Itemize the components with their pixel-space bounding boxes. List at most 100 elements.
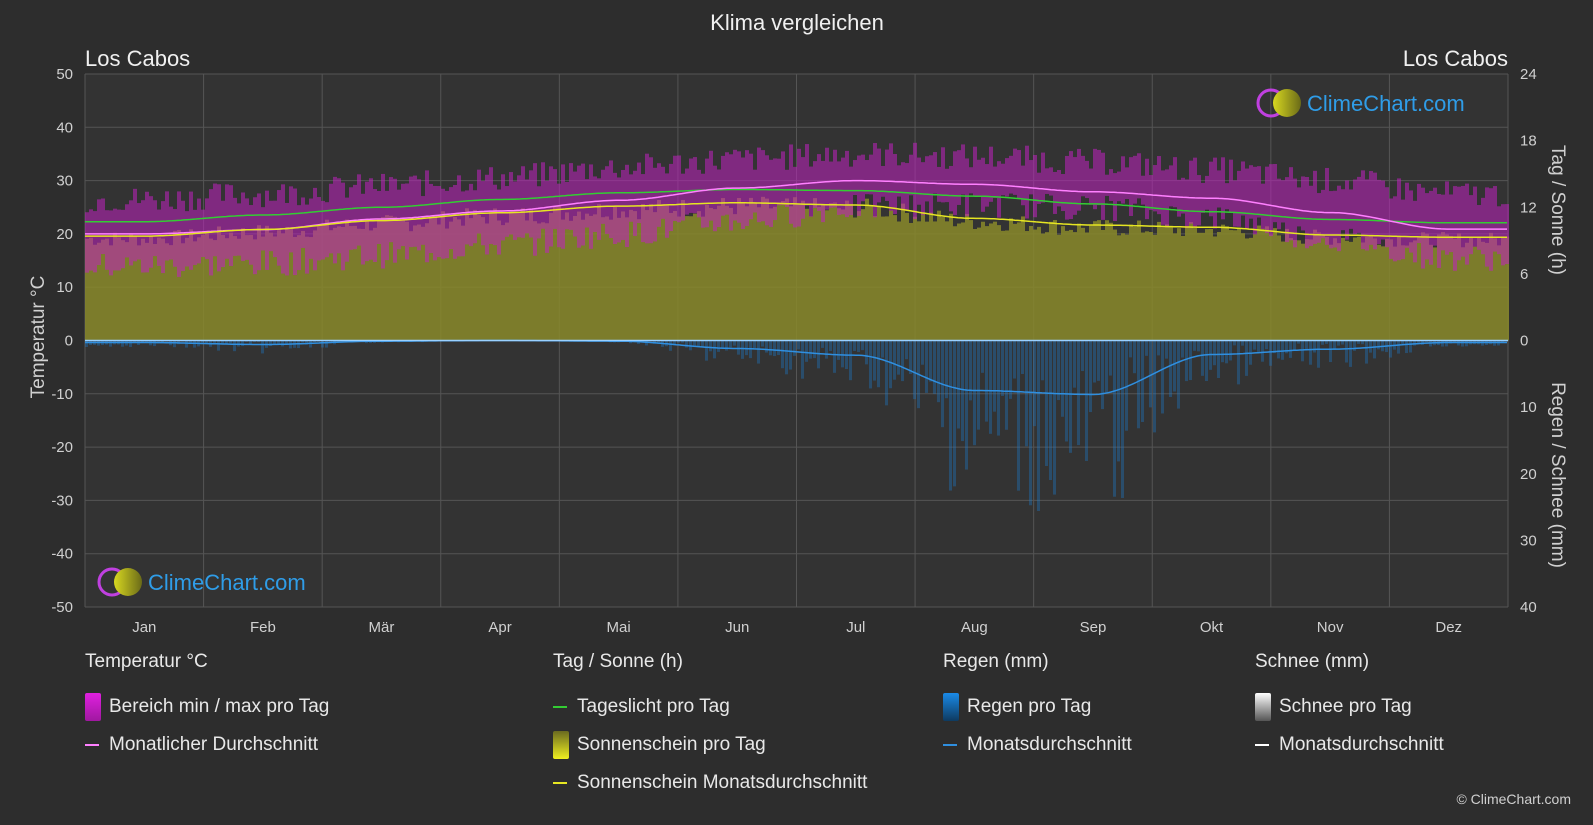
sunshine-day-bar (117, 237, 121, 341)
legend-label: Regen pro Tag (967, 696, 1092, 717)
sunshine-day-bar (1441, 232, 1445, 341)
x-tick-month: Feb (250, 619, 276, 636)
temp-range-day-bar (437, 186, 441, 258)
temp-range-day-bar (737, 151, 741, 223)
rain-day-bar (285, 340, 288, 345)
temp-range-day-bar (297, 205, 301, 271)
sunshine-day-bar (1041, 233, 1045, 341)
temp-range-day-bar (537, 186, 541, 239)
y-tick-right-mm: 20 (1520, 466, 1537, 483)
sunshine-day-bar (781, 201, 785, 341)
rain-day-bar (1069, 340, 1072, 453)
sunshine-day-bar (353, 225, 357, 341)
sunshine-day-bar (489, 210, 493, 341)
sunshine-day-bar (325, 219, 329, 341)
sunshine-day-bar (1225, 226, 1229, 341)
legend-title-snow: Schnee (mm) (1255, 651, 1370, 672)
sunshine-day-bar (953, 226, 957, 341)
rain-day-bar (121, 340, 124, 347)
rain-day-bar (133, 340, 136, 343)
sunshine-day-bar (1305, 239, 1309, 341)
sunshine-day-bar (717, 205, 721, 341)
sunshine-day-bar (1277, 235, 1281, 341)
x-tick-month: Jun (725, 619, 749, 636)
rain-day-bar (1317, 340, 1320, 368)
legend-snow: Schnee (mm) Schnee pro Tag Monatsdurchsc… (1255, 650, 1444, 764)
temp-range-day-bar (221, 200, 225, 268)
sunshine-day-bar (1345, 240, 1349, 341)
temp-range-day-bar (869, 154, 873, 195)
sunshine-day-bar (545, 223, 549, 341)
sunshine-day-bar (441, 211, 445, 341)
sunshine-day-bar (705, 204, 709, 341)
temp-range-day-bar (1165, 169, 1169, 228)
rain-day-bar (697, 340, 700, 348)
temp-range-day-bar (125, 204, 129, 258)
sunshine-day-bar (621, 211, 625, 341)
sunshine-day-bar (677, 216, 681, 341)
rain-day-bar (1021, 340, 1024, 374)
sunshine-day-bar (385, 215, 389, 341)
sunshine-day-bar (373, 227, 377, 341)
temp-range-day-bar (341, 182, 345, 271)
temp-range-day-bar (309, 198, 313, 259)
sunshine-day-bar (1009, 218, 1013, 341)
rain-day-bar (797, 340, 800, 350)
sunshine-day-bar (1281, 241, 1285, 341)
sunshine-day-bar (1461, 247, 1465, 341)
temp-range-day-bar (473, 190, 477, 244)
sunshine-day-bar (1273, 228, 1277, 341)
rain-day-bar (1193, 340, 1196, 351)
rain-day-bar (185, 340, 188, 348)
sunshine-day-bar (613, 207, 617, 341)
y-axis-right-top-label: Tag / Sonne (h) (1547, 145, 1568, 275)
rain-day-bar (217, 340, 220, 351)
sunshine-day-bar (177, 230, 181, 341)
sunshine-day-bar (1173, 233, 1177, 341)
rain-day-bar (1281, 340, 1284, 360)
sunshine-day-bar (1201, 232, 1205, 341)
sunshine-day-bar (1185, 226, 1189, 341)
rain-day-bar (1389, 340, 1392, 358)
rain-day-bar (109, 340, 112, 347)
temp-range-day-bar (1505, 204, 1509, 265)
temp-range-day-bar (1265, 166, 1269, 234)
temp-range-day-bar (649, 157, 653, 244)
sunshine-day-bar (1249, 237, 1253, 341)
rain-day-bar (685, 340, 688, 348)
sunshine-day-bar (989, 223, 993, 341)
temp-range-day-bar (541, 162, 545, 229)
sunshine-day-bar (685, 216, 689, 341)
rain-day-bar (1313, 340, 1316, 353)
temp-range-day-bar (357, 174, 361, 246)
sunshine-day-bar (421, 226, 425, 341)
temp-range-day-bar (1077, 148, 1081, 211)
rain-day-bar (961, 340, 964, 442)
temp-range-day-bar (965, 158, 969, 217)
temp-range-day-bar (1245, 168, 1249, 230)
sunshine-day-bar (493, 208, 497, 341)
sunshine-day-bar (477, 215, 481, 341)
temp-range-day-bar (277, 190, 281, 266)
temp-range-day-bar (593, 176, 597, 232)
logo-text-bottom: ClimeChart.com (148, 570, 306, 595)
rain-day-bar (1065, 340, 1068, 442)
sunshine-day-bar (1297, 240, 1301, 341)
temp-range-day-bar (565, 181, 569, 230)
temp-range-day-bar (545, 180, 549, 253)
sunshine-day-bar (1217, 231, 1221, 341)
rain-day-bar (1289, 340, 1292, 358)
temp-range-day-bar (957, 150, 961, 205)
temp-range-day-bar (1113, 173, 1117, 221)
rain-day-bar (821, 340, 824, 348)
sunshine-day-bar (285, 227, 289, 341)
sunshine-day-bar (721, 198, 725, 341)
y-tick-left: -10 (51, 386, 73, 403)
rain-day-bar (1109, 340, 1112, 376)
rain-day-bar (1105, 340, 1108, 393)
temp-range-day-bar (1173, 157, 1177, 208)
sunshine-day-bar (221, 234, 225, 341)
rain-day-bar (1445, 340, 1448, 347)
temp-range-day-bar (1377, 179, 1381, 245)
sunshine-day-bar (1109, 222, 1113, 341)
